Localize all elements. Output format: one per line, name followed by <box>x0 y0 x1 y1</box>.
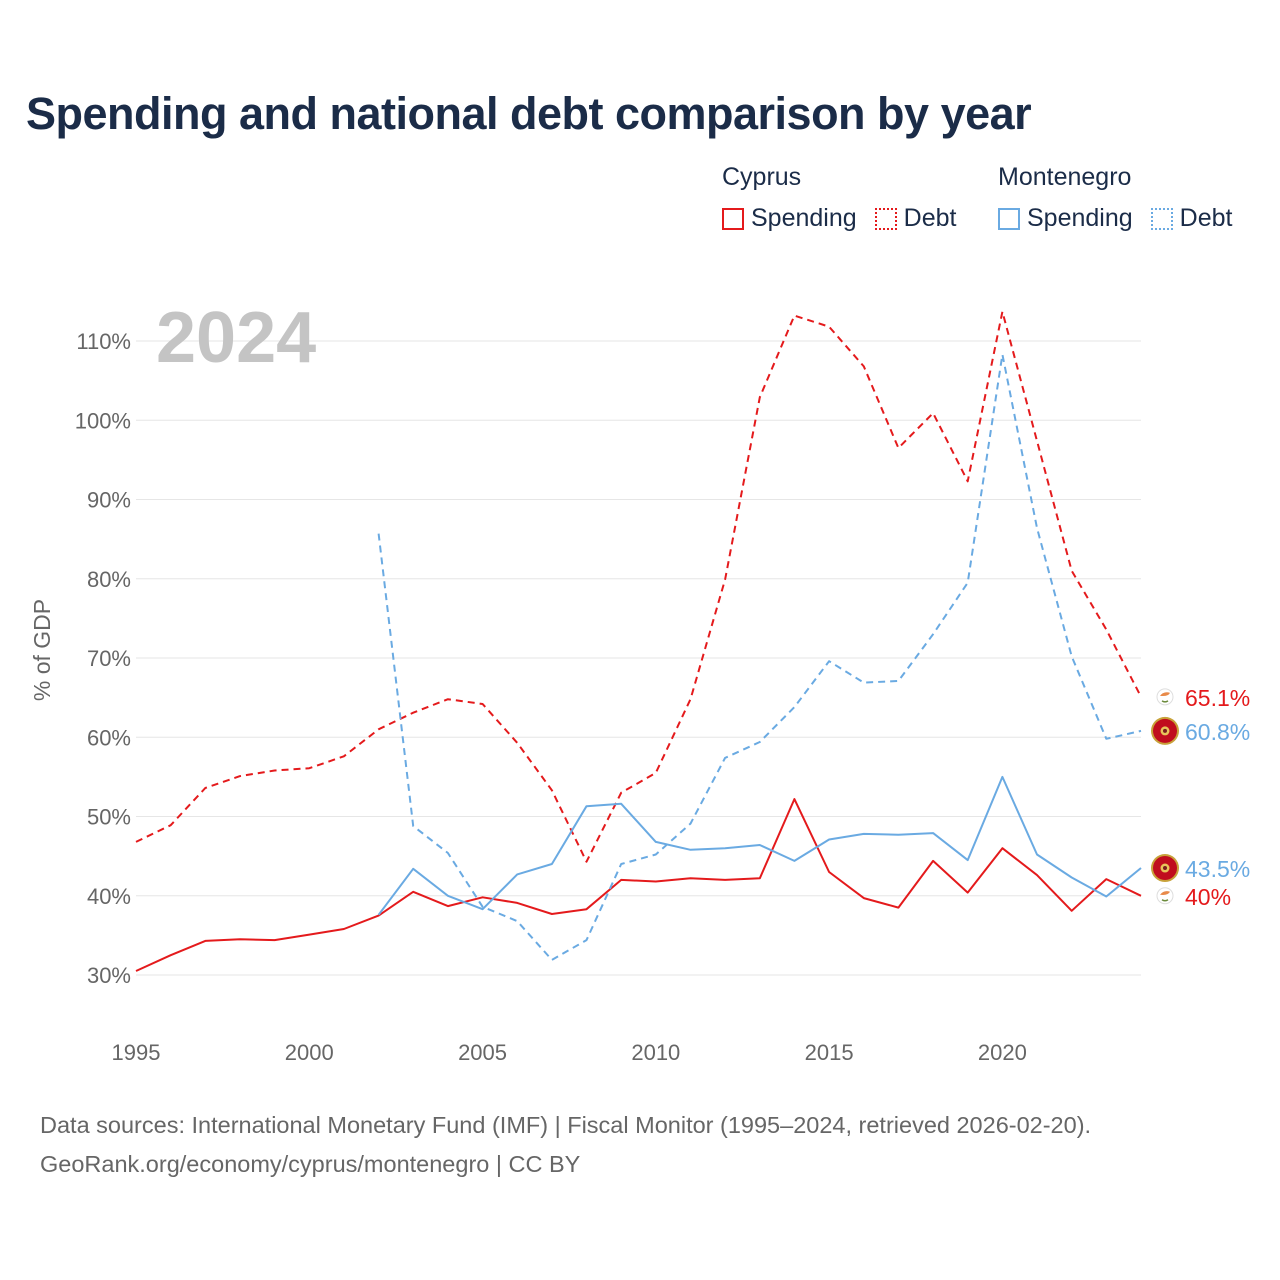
montenegro-flag-icon <box>1151 854 1179 883</box>
legend-swatch-solid <box>998 207 1020 230</box>
series-end-label: 65.1% <box>1185 685 1250 711</box>
legend-group-cyprus: Cyprus Spending Debt <box>722 162 974 233</box>
chart-title: Spending and national debt comparison by… <box>26 88 1032 139</box>
montenegro-flag-icon <box>1151 716 1179 745</box>
gridlines <box>136 340 1141 976</box>
y-axis-label: % of GDP <box>29 599 55 701</box>
end-markers: 40% 65.1% 43.5% 60.8% <box>1151 685 1250 910</box>
legend-swatch-dotted <box>1150 207 1173 230</box>
source-note: Data sources: International Monetary Fun… <box>40 1106 1091 1184</box>
series-lines <box>135 310 1142 972</box>
legend-item-montenegro-spending[interactable]: Spending <box>998 204 1133 233</box>
y-tick-label: 30% <box>87 963 131 988</box>
x-tick-label: 2020 <box>978 1040 1027 1065</box>
y-tick-label: 70% <box>87 646 131 671</box>
y-tick-label: 90% <box>87 488 131 513</box>
cyprus-flag-icon <box>1156 688 1174 706</box>
series-end-label: 43.5% <box>1185 856 1250 882</box>
legend-item-montenegro-debt[interactable]: Debt <box>1150 204 1233 233</box>
legend-group-montenegro: Montenegro Spending Debt <box>998 162 1232 233</box>
y-tick-label: 100% <box>75 408 131 433</box>
x-tick-label: 1995 <box>112 1040 161 1065</box>
x-tick-label: 2015 <box>805 1040 854 1065</box>
series-line <box>377 353 1142 961</box>
series-end-label: 60.8% <box>1185 719 1250 745</box>
y-axis-ticks: 30% 40% 50% 60% 70% 80% 90% 100% 110% <box>75 329 131 988</box>
series-end-label: 40% <box>1185 884 1231 910</box>
legend-label: Debt <box>903 204 957 232</box>
legend-group-title: Montenegro <box>998 163 1132 191</box>
legend-label: Spending <box>1027 204 1133 232</box>
x-tick-label: 2005 <box>458 1040 507 1065</box>
source-line-2[interactable]: GeoRank.org/economy/cyprus/montenegro | … <box>40 1151 581 1177</box>
x-tick-label: 2000 <box>285 1040 334 1065</box>
legend-label: Spending <box>751 204 857 232</box>
y-tick-label: 80% <box>87 567 131 592</box>
y-tick-label: 40% <box>87 884 131 909</box>
cyprus-flag-icon <box>1156 887 1174 905</box>
legend-label: Debt <box>1179 204 1233 232</box>
legend-item-cyprus-spending[interactable]: Spending <box>722 204 857 233</box>
line-chart: 2024 % of GDP 30% 40% 50% 60% 70% 80% 90% 100% 1… <box>29 298 1250 1065</box>
year-watermark: 2024 <box>156 298 316 378</box>
y-tick-label: 60% <box>87 725 131 750</box>
legend-group-title: Cyprus <box>722 163 802 191</box>
legend-swatch-dotted <box>874 207 897 230</box>
series-line <box>135 798 1142 972</box>
legend-item-cyprus-debt[interactable]: Debt <box>874 204 957 233</box>
series-line <box>377 775 1142 916</box>
series-line <box>135 310 1142 863</box>
source-line-1: Data sources: International Monetary Fun… <box>40 1112 1092 1138</box>
x-axis-ticks: 1995 2000 2005 2010 2015 2020 <box>112 1040 1027 1065</box>
legend-swatch-solid <box>722 207 744 230</box>
x-tick-label: 2010 <box>631 1040 680 1065</box>
y-tick-label: 50% <box>87 805 131 830</box>
y-tick-label: 110% <box>76 329 131 354</box>
